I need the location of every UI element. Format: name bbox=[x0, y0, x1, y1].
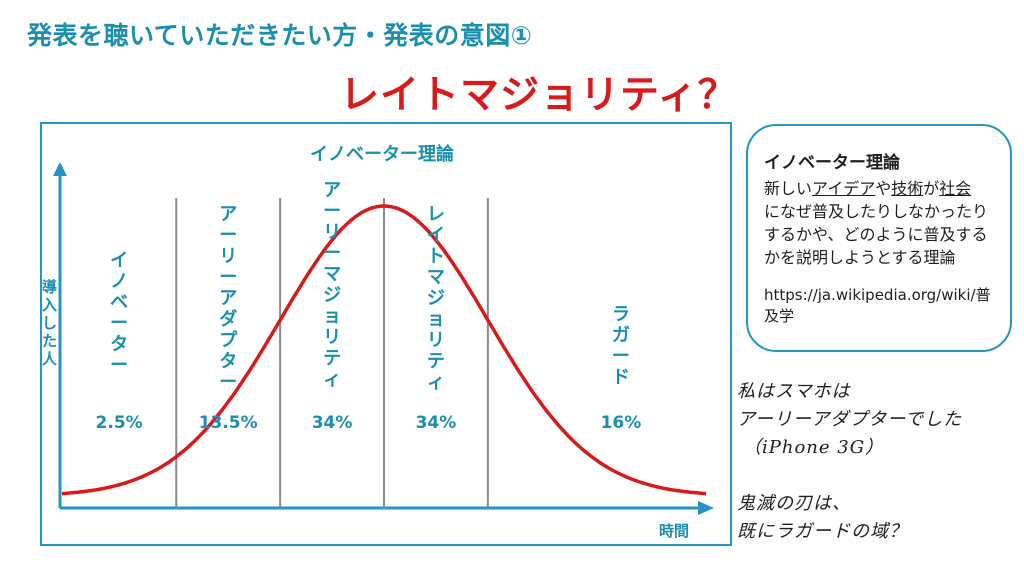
source-url[interactable]: https://ja.wikipedia.org/wiki/普及学 bbox=[764, 286, 991, 325]
segment-percent-2: 34% bbox=[312, 413, 353, 433]
link-technology[interactable]: 技術 bbox=[891, 179, 924, 198]
handwritten-note-2: 鬼滅の刃は、 既にラガードの域？ bbox=[737, 490, 908, 546]
segment-percent-4: 16% bbox=[601, 413, 642, 433]
segment-label-0: イノベーター bbox=[110, 250, 128, 376]
hw-line-4: 鬼滅の刃は、 bbox=[737, 493, 851, 514]
x-axis-label: 時間 bbox=[659, 522, 689, 540]
link-society[interactable]: 社会 bbox=[939, 179, 972, 198]
innovation-theory-chart: イノベーター理論導入した人時間 イノベーター 2.5% アーリーアダプター 13.5% ア… bbox=[40, 122, 732, 546]
segment-label-1: アーリーアダプター bbox=[219, 204, 238, 393]
hw-line-2: アーリーアダプターでした bbox=[737, 409, 963, 430]
page-title: 発表を聴いていただきたい方・発表の意図① bbox=[27, 21, 533, 50]
handwritten-note-1: 私はスマホは アーリーアダプターでした （iPhone 3G） bbox=[737, 378, 962, 462]
link-idea[interactable]: アイデア bbox=[812, 179, 876, 198]
segment-percent-3: 34% bbox=[416, 413, 457, 433]
page-subtitle: レイトマジョリティ？ bbox=[340, 73, 738, 118]
y-axis-arrow bbox=[53, 162, 67, 176]
segment-label-2: アーリーマジョリティ bbox=[323, 180, 341, 390]
segment-label-4: ラガード bbox=[612, 304, 630, 388]
segment-percent-1: 13.5% bbox=[199, 413, 258, 433]
note-line-2: になぜ普及したりしなかったり bbox=[764, 202, 989, 221]
note-line-1: 新しいアイデアや技術が社会 bbox=[764, 179, 972, 198]
note-title: イノベーター理論 bbox=[764, 153, 900, 173]
note-body: 新しいアイデアや技術が社会 になぜ普及したりしなかったり するかや、どのように普… bbox=[764, 177, 998, 269]
note-box: イノベーター理論 新しいアイデアや技術が社会 になぜ普及したりしなかったり する… bbox=[746, 124, 1012, 352]
chart-title: イノベーター理論 bbox=[310, 143, 455, 165]
hw-line-3: （iPhone 3G） bbox=[743, 437, 885, 458]
segment-label-3: レイトマジョリティ bbox=[427, 204, 445, 393]
distribution-curve bbox=[61, 204, 707, 496]
hw-line-5: 既にラガードの域？ bbox=[737, 521, 908, 542]
y-axis-label: 導入した人 bbox=[42, 278, 58, 368]
note-line-4: かを説明しようとする理論 bbox=[764, 248, 956, 267]
hw-line-1: 私はスマホは bbox=[737, 381, 851, 402]
x-axis-arrow bbox=[698, 501, 714, 515]
segment-percent-0: 2.5% bbox=[96, 413, 143, 433]
note-line-3: するかや、どのように普及する bbox=[764, 225, 988, 244]
